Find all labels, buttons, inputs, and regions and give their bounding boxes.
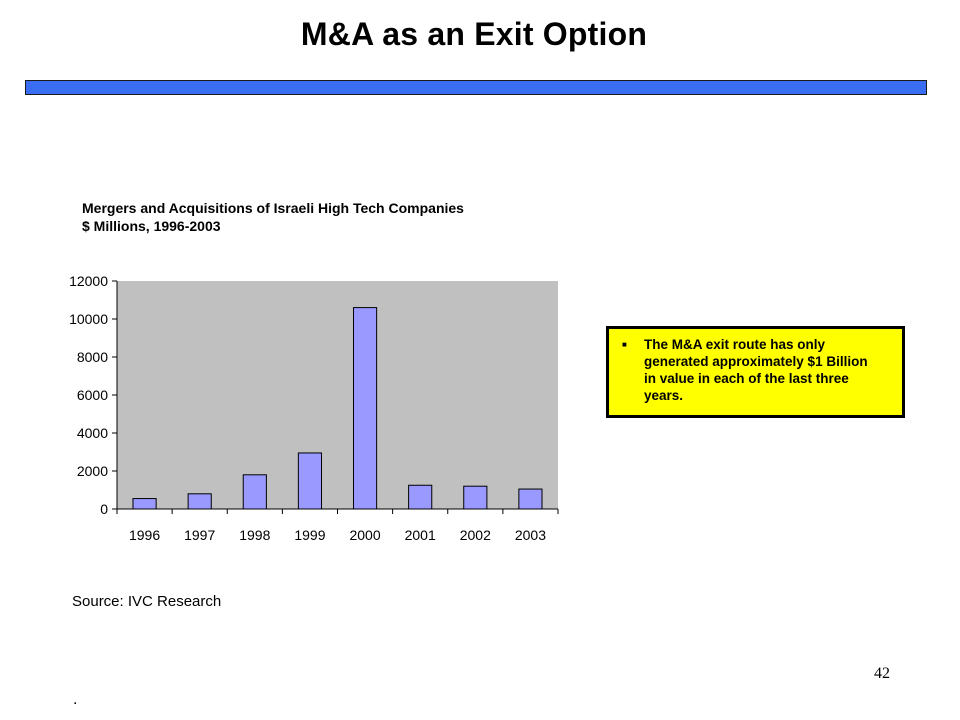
bar-2003: [518, 488, 543, 510]
x-tick-label: 1997: [184, 527, 215, 543]
bar-2002: [463, 485, 488, 510]
y-tick-label: 6000: [77, 387, 108, 403]
title-accent-bar: [25, 80, 927, 95]
plot-area: [117, 281, 558, 509]
bar-1997: [187, 493, 212, 510]
x-tick-label: 1996: [129, 527, 160, 543]
page-number: 42: [874, 665, 890, 682]
callout-text: The M&A exit route has only generated ap…: [644, 337, 868, 403]
x-tick-label: 2002: [460, 527, 491, 543]
x-tick-label: 2001: [405, 527, 436, 543]
x-tick-label: 2003: [515, 527, 546, 543]
x-tick-label: 2000: [349, 527, 380, 543]
y-tick-label: 4000: [77, 425, 108, 441]
x-axis: 1996 1997 1998 1999 2000 2001 2002 2003: [116, 508, 559, 543]
y-tick-label: 0: [100, 501, 108, 517]
bars: [132, 307, 543, 510]
y-tick-label: 8000: [77, 349, 108, 365]
y-tick-label: 12000: [69, 273, 108, 289]
y-tick-label: 10000: [69, 311, 108, 327]
bar-1996: [132, 498, 157, 510]
x-tick-label: 1998: [239, 527, 270, 543]
y-tick-label: 2000: [77, 463, 108, 479]
footer-mark: .: [73, 691, 78, 708]
chart-heading: Mergers and Acquisitions of Israeli High…: [82, 199, 464, 235]
chart-heading-line2: $ Millions, 1996-2003: [82, 218, 221, 234]
source-note: Source: IVC Research: [72, 593, 222, 610]
slide-title: M&A as an Exit Option: [300, 16, 648, 52]
bar-2001: [408, 484, 433, 510]
bar-2000: [352, 307, 378, 510]
square-bullet-icon: ■: [622, 340, 627, 349]
x-tick-label: 1999: [294, 527, 325, 543]
bar-1998: [242, 474, 267, 510]
callout-box: ■ The M&A exit route has only generated …: [606, 326, 905, 418]
y-axis: 0 2000 4000 6000 8000 10000 12000: [69, 273, 118, 517]
bar-1999: [297, 452, 323, 510]
chart-heading-line1: Mergers and Acquisitions of Israeli High…: [82, 200, 464, 216]
